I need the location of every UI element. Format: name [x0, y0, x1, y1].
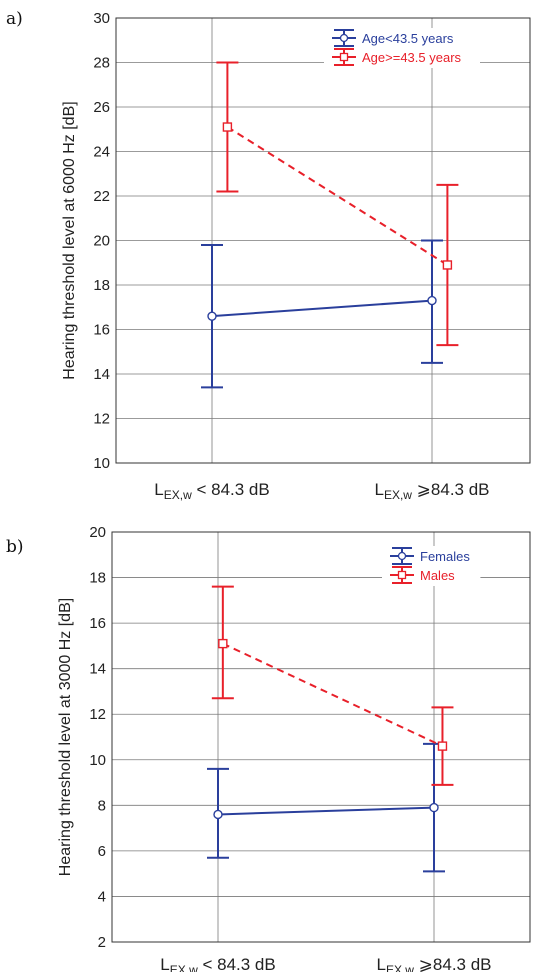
- legend-marker: [397, 551, 407, 561]
- data-point: [429, 802, 439, 813]
- chart-panel-1: 10 12 14 16 18 20 22 24 26 28 30 Hearing threshold …: [6, 9, 531, 502]
- series-red: [216, 61, 459, 347]
- series-red: [211, 585, 454, 786]
- x-category-label: LEX,w ⩾84.3 dB: [374, 480, 489, 502]
- series-line: [211, 299, 433, 318]
- panel-label: a): [6, 9, 23, 29]
- y-tick-label: 18: [89, 570, 106, 587]
- plot-frame: [111, 531, 531, 943]
- legend-marker: [397, 570, 407, 580]
- series-line: [217, 806, 435, 816]
- data-point: [213, 809, 223, 820]
- y-tick-label: 16: [89, 615, 106, 632]
- y-tick-label: 14: [89, 661, 106, 678]
- y-tick-label: 12: [93, 411, 110, 428]
- data-point: [222, 122, 233, 132]
- series-blue: [201, 239, 443, 389]
- y-tick-label: 16: [93, 322, 110, 339]
- y-tick-label: 8: [98, 797, 106, 814]
- data-point: [218, 638, 228, 649]
- legend-entry: Age>=43.5 years: [362, 50, 462, 65]
- y-tick-label: 10: [89, 752, 106, 769]
- series-line: [222, 642, 443, 748]
- legend-marker: [339, 52, 349, 62]
- series-line: [226, 126, 448, 266]
- legend: Age<43.5 years Age>=43.5 years: [324, 28, 480, 68]
- y-tick-label: 26: [93, 99, 110, 116]
- data-point: [207, 311, 217, 321]
- y-axis-label: Hearing threshold level at 3000 Hz [dB]: [57, 598, 74, 876]
- y-tick-label: 22: [93, 188, 110, 205]
- panel-label: b): [6, 537, 24, 557]
- y-tick-label: 20: [93, 233, 110, 250]
- y-tick-label: 18: [93, 277, 110, 294]
- y-tick-label: 6: [98, 843, 106, 860]
- y-tick-label: 28: [93, 55, 110, 72]
- y-tick-label: 14: [93, 366, 110, 383]
- legend-entry: Females: [420, 549, 470, 564]
- x-category-label: LEX,w < 84.3 dB: [154, 480, 269, 502]
- y-tick-label: 12: [89, 706, 106, 723]
- y-tick-label: 24: [93, 144, 110, 161]
- data-point: [442, 260, 453, 270]
- legend: Females Males: [382, 546, 481, 586]
- y-axis-label: Hearing threshold level at 6000 Hz [dB]: [61, 101, 78, 379]
- x-category-label: LEX,w ⩾84.3 dB: [376, 955, 491, 972]
- legend-entry: Males: [420, 568, 455, 583]
- plot-frame: [115, 17, 531, 464]
- y-tick-label: 20: [89, 524, 106, 541]
- y-tick-label: 10: [93, 455, 110, 472]
- chart-panel-2: 2 4 6 8 10 12 14 16 18 20 Hearing threshold level …: [6, 524, 531, 972]
- x-category-label: LEX,w < 84.3 dB: [160, 955, 275, 972]
- y-tick-label: 4: [98, 888, 106, 905]
- legend-entry: Age<43.5 years: [362, 31, 454, 46]
- y-tick-label: 2: [98, 934, 106, 951]
- data-point: [437, 741, 448, 751]
- legend-marker: [339, 33, 349, 43]
- plot-area: [112, 532, 530, 942]
- y-tick-label: 30: [93, 10, 110, 27]
- data-point: [427, 295, 437, 306]
